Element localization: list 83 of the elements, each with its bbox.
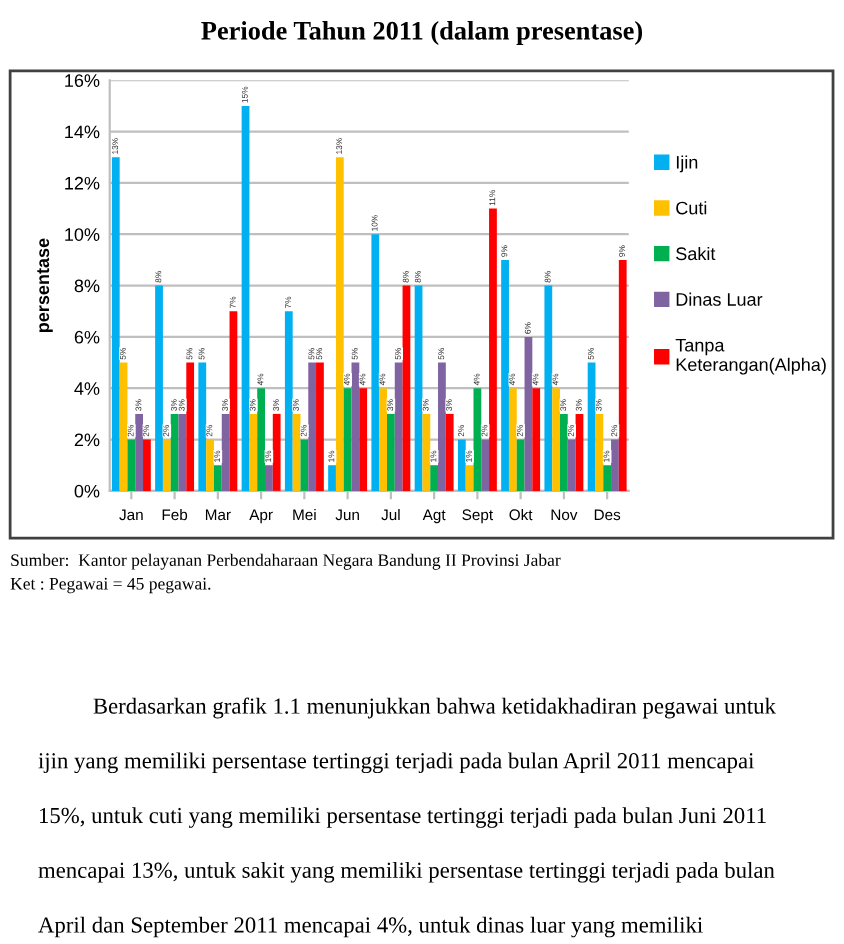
bar — [587, 362, 596, 491]
bar — [611, 439, 619, 491]
bar — [618, 259, 627, 491]
bar — [402, 285, 411, 491]
legend-label: Tanpa Keterangan(Alpha) — [675, 338, 826, 375]
bar — [371, 234, 380, 491]
text: Sumber: Kantor pelayanan Perbendaharaan Negara Bandung II Provinsi Jabar — [11, 553, 561, 570]
y-tick-label: 16% — [65, 74, 100, 87]
text: 15%, untuk cuti yang memiliki persentase tertinggi terjadi pada bulan Juni 2011 — [39, 807, 766, 828]
bar — [272, 413, 281, 491]
bar — [422, 413, 431, 491]
bar — [567, 439, 576, 491]
bar — [241, 105, 250, 491]
bar — [300, 439, 309, 491]
bar — [532, 388, 541, 491]
bar — [430, 465, 439, 491]
legend-label: Cuti — [676, 201, 707, 215]
chart-title: Periode Tahun 2011 (dalam presentase) — [201, 21, 643, 46]
bar — [143, 439, 151, 491]
bar — [249, 413, 258, 491]
bar — [135, 413, 144, 491]
y-tick-label: 2% — [74, 433, 100, 447]
bar — [560, 413, 568, 491]
y-tick-label: 6% — [74, 330, 100, 344]
bar — [292, 413, 301, 491]
bar — [501, 259, 509, 491]
bar — [127, 439, 136, 491]
bar — [119, 362, 128, 491]
bar — [213, 465, 222, 491]
legend-label: Dinas Luar — [676, 292, 763, 306]
bar — [445, 413, 454, 491]
bar — [465, 465, 474, 491]
bar — [111, 157, 120, 491]
bar — [516, 439, 525, 491]
y-tick-label: 14% — [65, 125, 100, 139]
bar — [308, 362, 317, 491]
bar — [379, 388, 387, 491]
bar — [552, 388, 560, 491]
bar — [206, 439, 214, 491]
y-tick-label: 4% — [74, 382, 100, 395]
bar — [335, 157, 344, 491]
text: mencapai 13%, untuk sakit yang memiliki persentase tertinggi terjadi pada bulan — [38, 861, 775, 883]
bar — [170, 413, 179, 491]
y-tick-label: 8% — [74, 279, 100, 293]
bar — [284, 311, 293, 491]
bar — [198, 362, 207, 491]
bar — [524, 336, 533, 491]
bar — [343, 388, 352, 491]
bar — [328, 465, 336, 491]
bar — [473, 388, 482, 491]
bar — [508, 388, 517, 491]
bar — [489, 208, 497, 491]
bar — [544, 285, 553, 491]
bar — [265, 465, 273, 491]
bar — [351, 362, 360, 491]
bar — [481, 439, 490, 491]
bar — [394, 362, 403, 491]
text: April dan September 2011 mencapai 4%, untuk dinas luar yang memiliki — [38, 916, 703, 938]
legend-label: Ijin — [676, 155, 698, 173]
bar — [359, 388, 368, 491]
bar — [229, 311, 238, 491]
bar — [162, 439, 171, 491]
y-tick-label: 12% — [65, 176, 100, 190]
bar — [316, 362, 324, 491]
bar — [221, 413, 230, 491]
text: Berdasarkan grafik 1.1 menunjukkan bahwa ketidakhadiran pegawai untuk — [93, 697, 776, 719]
bar — [595, 413, 604, 491]
legend-label: Sakit — [676, 246, 716, 261]
bar — [386, 413, 395, 491]
bar — [438, 362, 446, 491]
bar — [414, 285, 423, 491]
text: Ket : Pegawai = 45 pegawai. — [10, 577, 211, 594]
bar — [186, 362, 195, 491]
y-tick-label: 10% — [65, 228, 100, 241]
bar — [178, 413, 187, 491]
bar — [603, 465, 612, 491]
bar — [457, 439, 466, 491]
bar — [155, 285, 163, 491]
text: ijin yang memiliki persentase tertinggi terjadi pada bulan April 2011 mencapai — [38, 752, 754, 774]
bar — [575, 413, 584, 491]
bar — [257, 388, 266, 491]
y-tick-label: 0% — [74, 484, 100, 498]
y-axis-title: persentase — [37, 238, 53, 333]
